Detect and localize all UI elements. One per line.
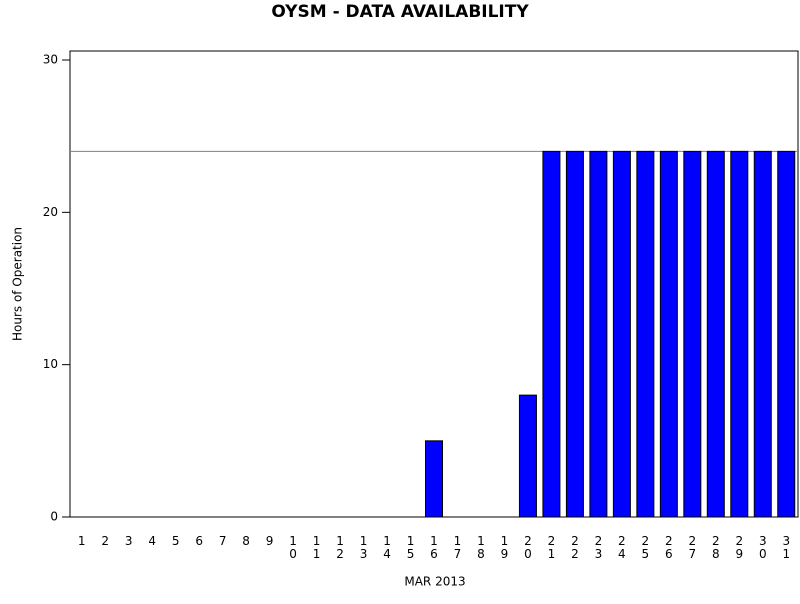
bar	[777, 150, 796, 518]
bar	[730, 150, 749, 518]
x-tick-label: 9	[266, 534, 274, 548]
x-tick-label: 8	[242, 534, 250, 548]
bar	[565, 150, 584, 518]
y-axis-label: Hours of Operation	[11, 227, 25, 341]
bar	[425, 440, 443, 518]
bar	[753, 150, 772, 518]
x-tick-label: 2	[101, 534, 109, 548]
x-tick-label: 3	[125, 534, 133, 548]
chart-title: OYSM - DATA AVAILABILITY	[271, 2, 529, 22]
y-tick-label: 10	[43, 357, 58, 371]
y-tick-label: 20	[43, 205, 58, 219]
x-tick-label: 5	[172, 534, 180, 548]
x-tick-label: 1	[78, 534, 86, 548]
x-tick-label: 6	[195, 534, 203, 548]
x-tick-label: 7	[219, 534, 227, 548]
x-axis-label: MAR 2013	[404, 575, 465, 589]
bar	[518, 394, 537, 518]
bar	[612, 150, 631, 518]
bar	[683, 150, 702, 518]
bar	[636, 150, 655, 518]
bar	[589, 150, 608, 518]
bar	[542, 150, 561, 518]
bar	[659, 150, 678, 518]
x-tick-label: 4	[148, 534, 156, 548]
bar	[706, 150, 725, 518]
y-tick-label: 30	[43, 53, 58, 67]
y-tick-label: 0	[50, 510, 58, 524]
